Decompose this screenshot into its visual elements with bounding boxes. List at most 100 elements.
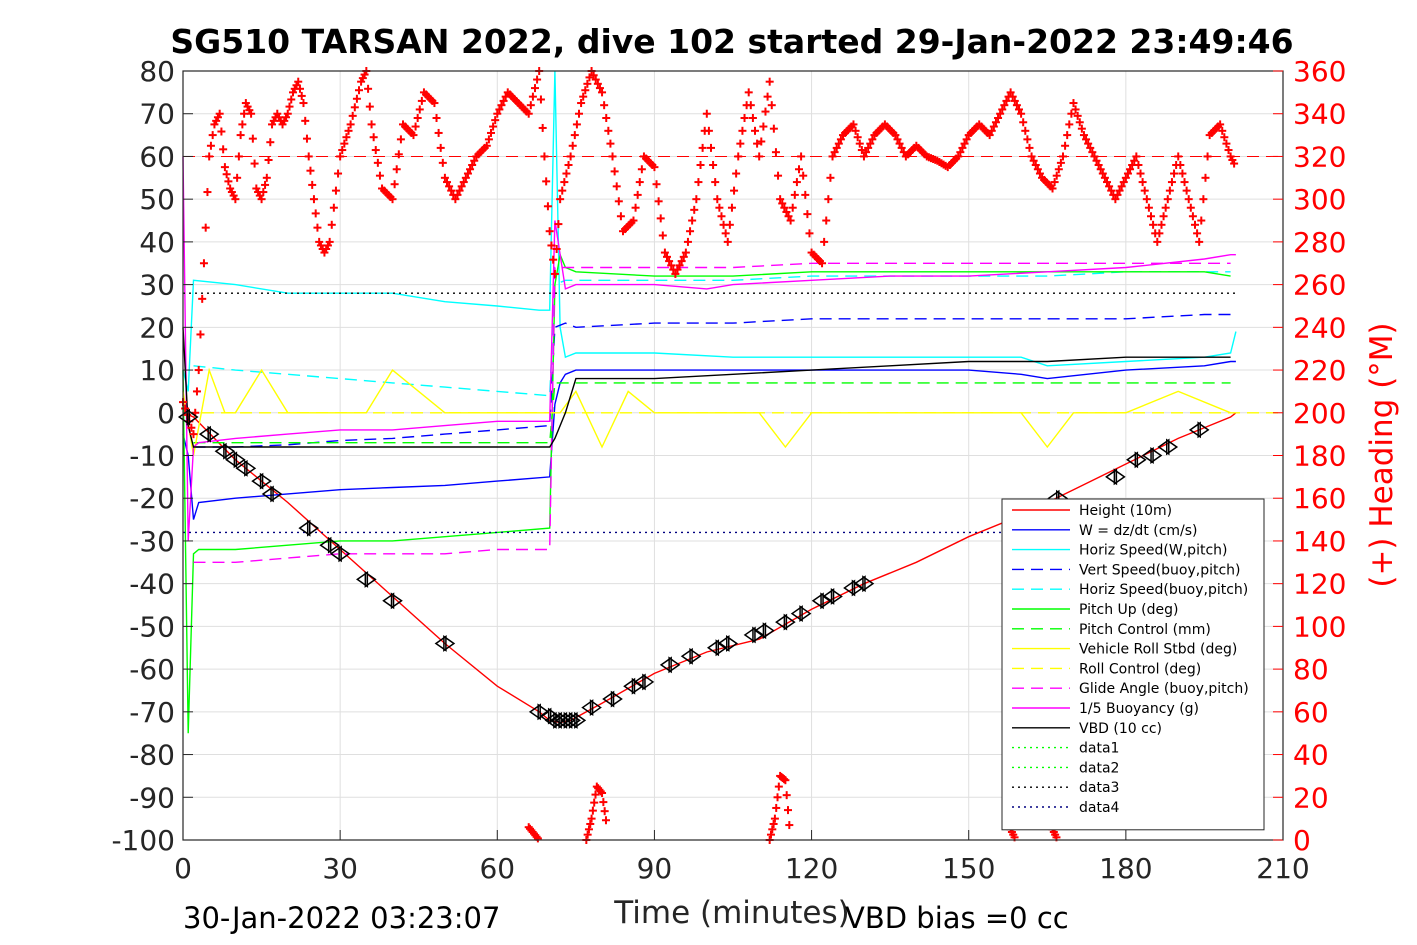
gc-marker-right-10 [364,570,377,588]
heading-point-32-0 [367,120,376,129]
heading-point-80-4 [857,146,866,155]
gc-marker-right-19 [574,711,587,729]
heading-point-106-4 [1130,156,1139,165]
gc-marker-right-39 [1150,447,1163,464]
heading-point-110-0 [1163,195,1172,204]
heading-point-70-2 [748,113,757,122]
heading-point-95-0 [1006,88,1015,97]
heading-point-67-2 [717,212,726,221]
heading-point-108-0 [1142,195,1151,204]
heading-point-67-1 [715,203,724,212]
heading-point-93-1 [987,126,996,135]
heading-point-112-1 [1186,203,1195,212]
gc-marker-right-21 [610,690,623,708]
heading-point-43-3 [489,122,498,131]
heading-point-97-3 [1033,165,1042,174]
heading-point-51-1 [552,245,561,254]
y-right-tick-label-0: 360 [1293,55,1346,88]
heading-point-36-3 [415,105,424,114]
heading-point-12-2 [250,159,259,168]
heading-point-111-2 [1178,169,1187,178]
heading-point-14-1 [259,188,268,197]
heading-point-49-2 [543,202,552,211]
heading-point-24-2 [313,223,322,232]
heading-point-7-2 [224,177,233,186]
gc-marker-left-7 [298,519,311,537]
heading-point-102-0 [1079,131,1088,140]
heading-point-61-0 [650,163,659,172]
heading-point-106-0 [1121,173,1130,182]
heading-point-67-4 [721,229,730,238]
series-line-2 [182,70,1237,392]
heading-point-94-1 [998,105,1007,114]
gc-marker-left-6 [261,485,274,503]
heading-point-6-1 [217,127,226,136]
heading-point-103-0 [1090,152,1099,161]
heading-point-59-0 [629,216,638,225]
heading-point-64-0 [681,248,690,257]
heading-point-27-2 [329,203,338,212]
heading-point-74-2 [790,190,799,199]
heading-point-102-2 [1084,139,1093,148]
y-right-tick-label-15: 60 [1293,696,1329,729]
heading-point-101-2 [1073,111,1082,120]
gc-marker-right-11 [390,592,403,610]
heading-point-113-4 [1203,152,1212,161]
heading-point-57-1 [610,167,619,176]
heading-point-10-2 [240,109,249,118]
heading-point-109-0 [1153,237,1162,246]
heading-point-109-4 [1161,203,1170,212]
heading-point-59-1 [631,203,640,212]
y-tick-label-2: 60 [139,140,175,173]
gc-marker-left-4 [235,459,248,477]
heading-low-point-1-0-1 [583,830,592,839]
heading-point-23-2 [308,180,317,189]
heading-point-29-4 [355,86,363,95]
heading-point-78-2 [832,143,841,152]
gc-marker-32 [811,592,833,610]
gc-marker-38 [1126,451,1147,469]
heading-point-9-1 [233,173,242,182]
heading-point-62-2 [665,257,674,266]
heading-point-56-1 [600,101,609,110]
heading-point-81-2 [864,143,873,152]
heading-point-101-4 [1077,124,1086,133]
gc-marker-left-10 [356,570,369,588]
heading-point-70-1 [746,101,755,110]
heading-point-56-4 [606,139,615,148]
gc-marker-2 [214,442,236,460]
gc-marker-right-37 [1113,468,1126,486]
heading-low-point-2-3-2 [784,806,792,815]
gc-marker-29 [754,622,775,640]
heading-point-27-0 [325,237,334,246]
heading-point-66-2 [707,143,715,152]
gc-marker-right-7 [306,519,320,537]
heading-point-57-4 [616,212,625,221]
legend-label-0: Height (10m) [1079,503,1172,519]
heading-point-80-1 [851,126,860,135]
heading-point-28-1 [338,146,347,155]
heading-point-38-3 [436,143,445,152]
gc-marker-1 [198,425,220,443]
heading-point-40-1 [453,190,462,199]
heading-point-107-1 [1134,160,1143,169]
heading-point-38-1 [432,113,441,122]
x-tick-label-7: 210 [1256,852,1309,885]
heading-point-84-1 [893,135,902,144]
heading-low-point-2-1-1 [772,803,781,812]
heading-point-77-0 [818,259,827,268]
gc-marker-right-4 [244,459,257,477]
heading-point-54-3 [583,79,592,88]
heading-point-55-2 [591,75,600,84]
x-axis: 0 30 60 90 120 150 180 210 [174,830,1310,885]
heading-point-99-3 [1054,165,1063,174]
gc-marker-left-19 [565,711,578,729]
gc-marker-left-41 [1188,421,1201,439]
heading-point-36-2 [413,113,422,122]
heading-point-6-0 [215,109,224,118]
gc-marker-right-29 [762,622,775,640]
y-axis-left: 80 70 60 50 40 30 20 10 0 -10 -20 -30 -40 -50 -60 -70 -8… [111,55,193,857]
heading-low-point-1-0-3 [586,819,595,828]
heading-point-90-2 [958,143,967,152]
heading-point-65-1 [694,178,703,187]
